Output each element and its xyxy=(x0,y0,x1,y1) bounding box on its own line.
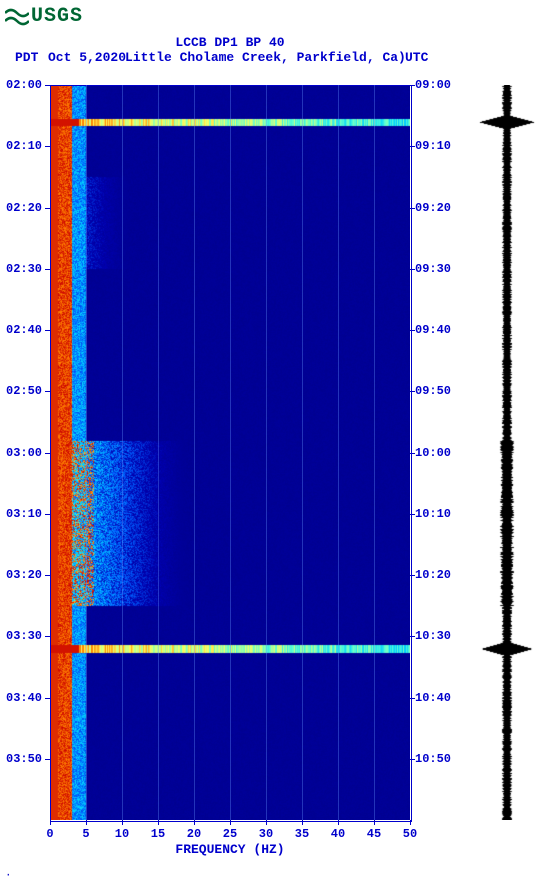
y-tick-label-pdt: 03:20 xyxy=(6,568,42,582)
waveform-trace xyxy=(475,85,540,820)
gridline xyxy=(302,85,303,820)
tz-right-label: UTC xyxy=(405,50,428,65)
y-tick-label-utc: 09:00 xyxy=(415,78,451,92)
y-tick-mark xyxy=(45,453,50,454)
gridline xyxy=(194,85,195,820)
x-tick-label: 25 xyxy=(223,827,237,841)
y-tick-label-utc: 09:40 xyxy=(415,323,451,337)
y-tick-label-utc: 10:00 xyxy=(415,446,451,460)
date-label: Oct 5,2020 xyxy=(48,50,126,65)
gridline xyxy=(86,85,87,820)
x-tick-mark xyxy=(374,820,375,825)
x-tick-label: 45 xyxy=(367,827,381,841)
gridline xyxy=(230,85,231,820)
x-tick-mark xyxy=(266,820,267,825)
location-label: Little Cholame Creek, Parkfield, Ca) xyxy=(125,50,406,65)
tz-left-label: PDT xyxy=(15,50,38,65)
x-tick-label: 15 xyxy=(151,827,165,841)
usgs-wave-icon xyxy=(5,7,29,27)
gridline xyxy=(266,85,267,820)
x-tick-label: 30 xyxy=(259,827,273,841)
y-tick-mark xyxy=(45,85,50,86)
x-tick-label: 50 xyxy=(403,827,417,841)
y-tick-label-pdt: 03:40 xyxy=(6,691,42,705)
y-tick-mark xyxy=(45,391,50,392)
gridline xyxy=(338,85,339,820)
y-tick-mark xyxy=(45,514,50,515)
y-tick-label-pdt: 02:30 xyxy=(6,262,42,276)
y-tick-label-pdt: 02:10 xyxy=(6,139,42,153)
x-tick-label: 0 xyxy=(46,827,53,841)
y-tick-mark xyxy=(45,146,50,147)
x-tick-mark xyxy=(50,820,51,825)
y-tick-mark xyxy=(45,269,50,270)
y-tick-label-utc: 09:30 xyxy=(415,262,451,276)
x-tick-mark xyxy=(338,820,339,825)
usgs-logo: USGS xyxy=(5,5,83,28)
gridline xyxy=(374,85,375,820)
chart-title: LCCB DP1 BP 40 xyxy=(0,35,460,50)
y-tick-label-pdt: 02:50 xyxy=(6,384,42,398)
x-tick-label: 5 xyxy=(82,827,89,841)
y-tick-mark xyxy=(45,330,50,331)
y-tick-label-utc: 10:40 xyxy=(415,691,451,705)
y-tick-label-utc: 10:10 xyxy=(415,507,451,521)
y-tick-label-pdt: 03:50 xyxy=(6,752,42,766)
x-tick-label: 35 xyxy=(295,827,309,841)
gridline xyxy=(158,85,159,820)
y-tick-mark xyxy=(45,759,50,760)
x-tick-mark xyxy=(122,820,123,825)
y-tick-label-pdt: 03:10 xyxy=(6,507,42,521)
y-tick-label-pdt: 02:00 xyxy=(6,78,42,92)
x-tick-label: 10 xyxy=(115,827,129,841)
x-tick-mark xyxy=(302,820,303,825)
y-tick-label-pdt: 02:40 xyxy=(6,323,42,337)
y-tick-label-pdt: 03:30 xyxy=(6,629,42,643)
y-tick-mark xyxy=(45,575,50,576)
x-tick-mark xyxy=(158,820,159,825)
y-tick-label-utc: 09:10 xyxy=(415,139,451,153)
gridline xyxy=(122,85,123,820)
x-tick-label: 40 xyxy=(331,827,345,841)
x-tick-mark xyxy=(86,820,87,825)
y-tick-label-utc: 09:50 xyxy=(415,384,451,398)
y-tick-label-utc: 09:20 xyxy=(415,201,451,215)
y-tick-mark xyxy=(45,698,50,699)
x-tick-mark xyxy=(194,820,195,825)
x-tick-mark xyxy=(230,820,231,825)
y-tick-label-pdt: 02:20 xyxy=(6,201,42,215)
logo-text: USGS xyxy=(31,5,83,28)
footer-mark: · xyxy=(5,870,12,882)
y-tick-label-utc: 10:30 xyxy=(415,629,451,643)
x-tick-mark xyxy=(410,820,411,825)
x-tick-label: 20 xyxy=(187,827,201,841)
y-tick-mark xyxy=(45,636,50,637)
y-tick-label-utc: 10:50 xyxy=(415,752,451,766)
y-tick-label-pdt: 03:00 xyxy=(6,446,42,460)
x-axis-label: FREQUENCY (HZ) xyxy=(50,842,410,857)
y-tick-label-utc: 10:20 xyxy=(415,568,451,582)
y-tick-mark xyxy=(45,208,50,209)
